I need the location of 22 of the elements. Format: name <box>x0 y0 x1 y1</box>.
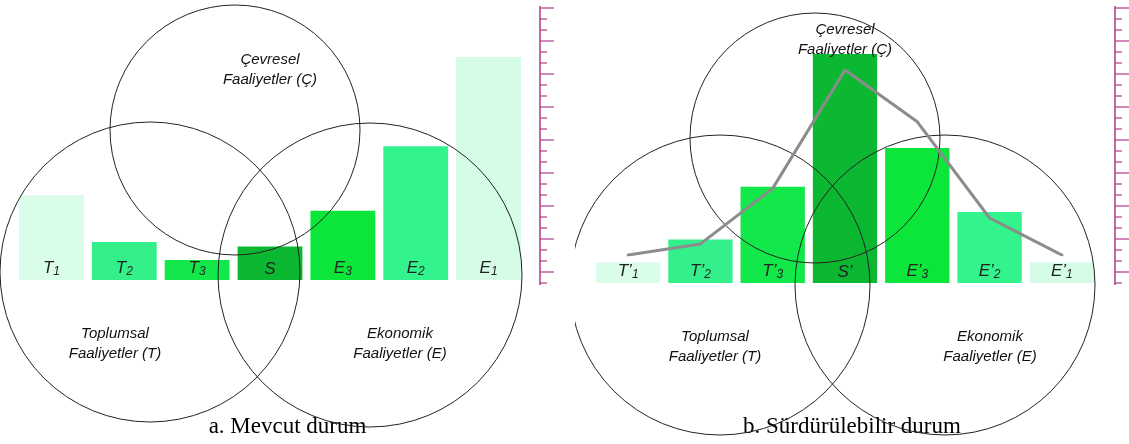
text: Toplumsal Faaliyetler (T) <box>68 323 162 361</box>
bar <box>19 195 84 280</box>
text: Toplumsal Faaliyetler (T) <box>668 326 762 364</box>
bar <box>456 57 521 280</box>
bar <box>91 242 157 280</box>
bar <box>885 147 950 283</box>
x-tick-label: S <box>264 259 277 278</box>
annotation: Çevresel Faaliyetler (Ç) <box>222 49 318 87</box>
bar <box>957 212 1022 283</box>
bar <box>164 259 230 280</box>
x-tick-label: S’ <box>837 262 853 281</box>
bar <box>595 262 661 283</box>
bar <box>740 186 805 283</box>
bar <box>668 239 733 283</box>
text: b. Sürdürülebilir durum <box>743 413 962 438</box>
bar <box>310 210 376 280</box>
text: Ekonomik Faaliyetler (E) <box>943 326 1037 364</box>
bar <box>383 146 449 280</box>
text: a. Mevcut durum <box>208 413 367 438</box>
text: Ekonomik Faaliyetler (E) <box>353 323 447 361</box>
bar <box>1029 262 1095 283</box>
annotation: Çevresel Faaliyetler (Ç) <box>797 19 893 57</box>
